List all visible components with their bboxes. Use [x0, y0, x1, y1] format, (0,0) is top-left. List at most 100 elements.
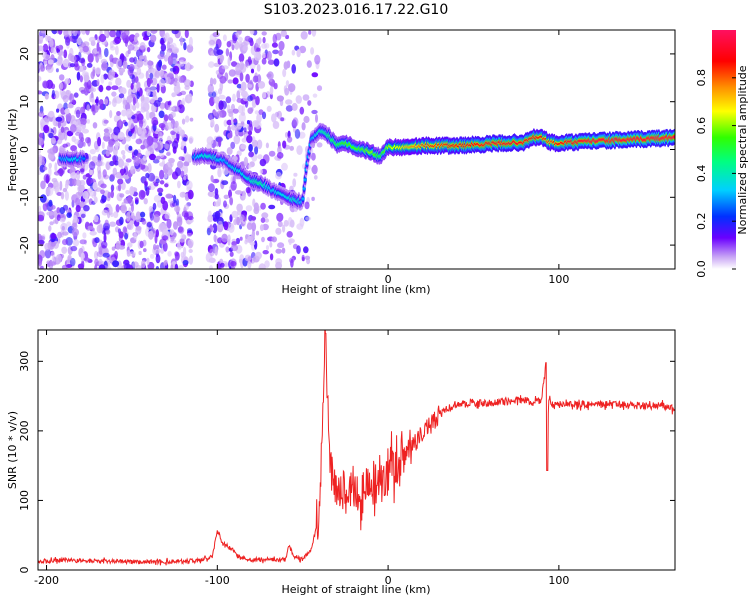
noise-speck: [275, 248, 283, 254]
noise-speck: [289, 145, 295, 151]
noise-speck: [100, 175, 104, 184]
noise-speck: [75, 109, 81, 119]
noise-speck: [50, 242, 56, 247]
noise-speck: [152, 214, 160, 223]
noise-speck: [157, 131, 163, 141]
noise-speck: [86, 177, 92, 185]
colorbar-tick-label: 0.4: [695, 165, 708, 183]
noise-speck: [134, 75, 139, 84]
noise-speck: [106, 208, 111, 219]
noise-speck: [139, 42, 146, 50]
noise-speck: [316, 142, 323, 148]
noise-speck: [113, 147, 118, 156]
noise-speck: [119, 87, 127, 95]
noise-speck: [158, 59, 163, 68]
noise-speck: [134, 32, 140, 38]
noise-speck: [187, 232, 192, 237]
noise-speck: [175, 198, 180, 207]
noise-speck: [80, 168, 85, 173]
noise-speck: [188, 137, 193, 144]
noise-speck: [292, 178, 297, 188]
noise-speck: [236, 203, 243, 212]
noise-speck: [86, 79, 92, 90]
noise-speck: [311, 152, 316, 161]
noise-speck: [101, 62, 108, 71]
noise-speck: [42, 43, 49, 53]
noise-speck: [89, 169, 93, 176]
noise-speck: [104, 98, 108, 105]
noise-speck: [276, 95, 284, 102]
noise-speck: [61, 264, 68, 269]
noise-speck: [152, 90, 157, 97]
noise-speck: [223, 200, 227, 208]
noise-speck: [76, 71, 81, 81]
noise-speck: [246, 135, 253, 144]
noise-speck: [64, 78, 71, 85]
noise-speck: [260, 217, 266, 223]
noise-speck: [70, 145, 77, 152]
noise-speck: [117, 178, 124, 185]
noise-speck: [188, 249, 193, 253]
noise-speck: [303, 115, 310, 124]
noise-speck: [162, 242, 168, 252]
spectrogram-xlabel: Height of straight line (km): [281, 283, 430, 296]
noise-speck: [108, 81, 113, 86]
noise-speck: [93, 196, 98, 204]
noise-speck: [167, 106, 176, 111]
noise-speck: [166, 152, 171, 156]
noise-speck: [121, 109, 127, 117]
noise-speck: [152, 202, 157, 211]
noise-speck: [282, 224, 286, 233]
noise-speck: [85, 30, 90, 36]
noise-speck: [81, 259, 85, 269]
noise-speck: [65, 112, 72, 122]
noise-speck: [113, 134, 118, 141]
noise-speck: [132, 96, 136, 106]
noise-speck: [181, 156, 185, 162]
noise-speck: [239, 214, 245, 221]
noise-speck: [229, 197, 233, 206]
noise-speck: [79, 239, 87, 245]
noise-speck: [160, 43, 167, 52]
noise-speck: [174, 123, 178, 128]
noise-speck: [183, 175, 187, 181]
noise-speck: [174, 263, 179, 269]
noise-speck: [107, 191, 111, 199]
noise-speck: [240, 143, 247, 150]
noise-speck: [247, 107, 253, 114]
noise-speck: [171, 30, 179, 35]
noise-speck: [235, 64, 241, 72]
noise-speck: [285, 99, 293, 105]
noise-speck: [98, 99, 104, 106]
noise-speck: [315, 114, 318, 123]
noise-speck: [142, 36, 150, 41]
noise-speck: [174, 73, 179, 83]
noise-speck: [261, 212, 269, 219]
noise-speck: [127, 242, 133, 248]
noise-speck: [92, 182, 98, 191]
noise-speck: [89, 231, 97, 236]
noise-speck: [236, 216, 241, 226]
noise-speck: [159, 180, 165, 185]
noise-speck: [294, 128, 301, 139]
noise-speck: [228, 111, 234, 118]
noise-speck: [42, 202, 48, 212]
noise-speck: [165, 162, 173, 170]
noise-speck: [62, 204, 69, 211]
noise-speck: [233, 134, 241, 145]
snr-xlabel: Height of straight line (km): [281, 583, 430, 596]
noise-speck: [304, 201, 310, 210]
noise-speck: [49, 147, 57, 155]
noise-speck: [76, 119, 81, 128]
noise-speck: [166, 144, 170, 151]
noise-speck: [148, 230, 154, 240]
noise-speck: [286, 231, 293, 238]
noise-speck: [43, 124, 50, 134]
noise-speck: [161, 64, 167, 70]
noise-speck: [217, 167, 222, 178]
x-tick-label: -100: [205, 574, 230, 587]
noise-speck: [122, 154, 126, 160]
noise-speck: [71, 222, 78, 230]
noise-speck: [219, 75, 227, 84]
noise-speck: [221, 180, 229, 186]
